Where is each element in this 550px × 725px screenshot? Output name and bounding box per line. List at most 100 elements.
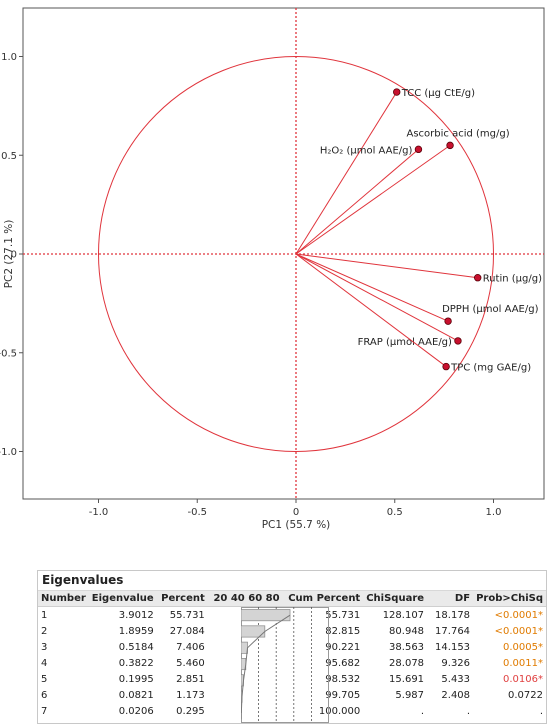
y-tick-label: 0 [11, 250, 17, 261]
cell-number: 6 [41, 689, 48, 701]
x-axis-label: PC1 (55.7 %) [262, 519, 331, 531]
cell-cum: 90.221 [325, 641, 361, 653]
cell-percent: 1.173 [176, 689, 205, 701]
percent-bar-chart [241, 607, 329, 723]
y-axis-ticks: -1.0 -0.5 0 0.5 1.0 [0, 52, 23, 458]
cell-percent: 2.851 [176, 673, 205, 685]
y-tick-label: 0.5 [1, 151, 17, 162]
loading-vector [295, 148, 419, 255]
cell-prob: 0.0722 [508, 689, 543, 701]
x-tick-label: -1.0 [89, 507, 109, 518]
loading-point [454, 337, 462, 345]
cell-df: 14.153 [435, 641, 471, 653]
x-tick-label: 1.0 [486, 507, 502, 518]
eigenvalues-table: Number Eigenvalue Percent 20 40 60 80 Cu… [38, 591, 546, 719]
cell-cum: 95.682 [325, 657, 361, 669]
table-row: 6 0.0821 1.173 99.705 5.987 2.408 0.0722 [38, 687, 546, 703]
table-row: 2 1.8959 27.084 82.815 80.948 17.764 <0.0001* [38, 623, 546, 639]
table-row: 1 3.9012 55.731 55.731 128.107 18.178 <0.0001* [38, 607, 546, 624]
x-axis-ticks: -1.0 -0.5 0 0.5 1.0 [89, 499, 502, 518]
cell-eigenvalue: 0.5184 [118, 641, 154, 653]
table-row: 4 0.3822 5.460 95.682 28.078 9.326 0.0011* [38, 655, 546, 671]
cell-chisq: 38.563 [389, 641, 425, 653]
cell-eigenvalue: 3.9012 [118, 609, 154, 621]
pca-loading-plot: -1.0 -0.5 0 0.5 1.0 -1.0 -0.5 0 0.5 1.0 TCC (µg … [0, 7, 545, 531]
percent-bar [241, 609, 291, 622]
cell-number: 3 [41, 641, 48, 653]
loading-point [442, 362, 450, 371]
cell-number: 5 [41, 673, 48, 685]
cell-eigenvalue: 0.3822 [118, 657, 154, 669]
cell-number: 4 [41, 657, 48, 669]
cell-prob: 0.0005* [503, 641, 543, 653]
cell-df: 17.764 [435, 625, 471, 637]
cell-prob: . [539, 705, 543, 717]
col-chisquare: ChiSquare [363, 591, 428, 607]
loading-label: Ascorbic acid (mg/g) [406, 128, 509, 139]
cell-df: 18.178 [435, 609, 471, 621]
bar-frame [241, 607, 329, 723]
y-tick-label: -0.5 [0, 348, 17, 359]
cell-chisq: 80.948 [389, 625, 425, 637]
loading-label: FRAP (µmol AAE/g) [358, 337, 452, 348]
cell-cum: 82.815 [325, 625, 361, 637]
y-tick-label: -1.0 [0, 447, 17, 458]
y-axis-label: PC2 (27.1 %) [3, 220, 15, 289]
loading-label: TCC (µg CtE/g) [401, 88, 475, 99]
loading-label: Rutin (µg/g) [483, 274, 542, 285]
col-df: DF [427, 591, 474, 607]
cell-cum: 100.000 [318, 705, 361, 717]
table-row: 7 0.0206 0.295 100.000... [38, 703, 546, 719]
cell-eigenvalue: 1.8959 [118, 625, 154, 637]
loading-vector [295, 253, 459, 342]
loading-point [393, 88, 401, 96]
table-header-row: Number Eigenvalue Percent 20 40 60 80 Cu… [38, 591, 546, 607]
cell-chisq: 128.107 [382, 609, 425, 621]
scree-curve [241, 614, 291, 714]
cell-df: 2.408 [441, 689, 471, 701]
loading-vector [295, 253, 447, 367]
eigenvalues-panel: Eigenvalues Number Eigenvalue Percent 20… [37, 570, 547, 724]
cell-eigenvalue: 0.0206 [118, 705, 154, 717]
cell-df: 5.433 [441, 673, 471, 685]
loading-point [446, 141, 454, 150]
cell-chisq: . [420, 705, 425, 717]
cell-chisq: 28.078 [389, 657, 425, 669]
cell-cum: 55.731 [325, 609, 361, 621]
x-tick-label: 0.5 [387, 507, 403, 518]
col-number: Number [38, 591, 89, 607]
loading-point [474, 274, 482, 282]
cell-number: 2 [41, 625, 48, 637]
loading-vectors: TCC (µg CtE/g) Ascorbic acid (mg/g) H₂O₂ (… [295, 88, 542, 374]
cell-number: 1 [41, 609, 48, 621]
cell-df: . [466, 705, 471, 717]
cell-prob: <0.0001* [494, 625, 543, 637]
cell-percent: 55.731 [169, 609, 205, 621]
cell-df: 9.326 [441, 657, 471, 669]
cell-chisq: 5.987 [395, 689, 425, 701]
col-percent: Percent [156, 591, 208, 607]
loading-vector [295, 91, 398, 255]
cell-eigenvalue: 0.1995 [118, 673, 154, 685]
loading-label: H₂O₂ (µmol AAE/g) [320, 145, 413, 156]
col-bar-scale: 20 40 60 80 [207, 591, 286, 607]
eigenvalues-title: Eigenvalues [38, 571, 546, 591]
loading-label: DPPH (µmol AAE/g) [442, 304, 539, 315]
cell-percent: 27.084 [169, 625, 205, 637]
table-row: 3 0.5184 7.406 90.221 38.563 14.153 0.0005* [38, 639, 546, 655]
y-tick-label: 1.0 [1, 52, 17, 63]
x-tick-label: 0 [293, 507, 299, 518]
loading-point [414, 145, 423, 154]
cell-prob: 0.0106* [503, 673, 543, 685]
col-prob: Prob>ChiSq [473, 591, 546, 607]
cell-eigenvalue: 0.0821 [118, 689, 154, 701]
cell-number: 7 [41, 705, 48, 717]
cell-chisq: 15.691 [389, 673, 425, 685]
loading-point [444, 317, 452, 325]
loading-vector [295, 253, 449, 322]
cell-percent: 7.406 [176, 641, 205, 653]
cell-cum: 98.532 [325, 673, 361, 685]
table-row: 5 0.1995 2.851 98.532 15.691 5.433 0.0106* [38, 671, 546, 687]
col-cum-percent: Cum Percent [285, 591, 364, 607]
cell-percent: 5.460 [176, 657, 205, 669]
